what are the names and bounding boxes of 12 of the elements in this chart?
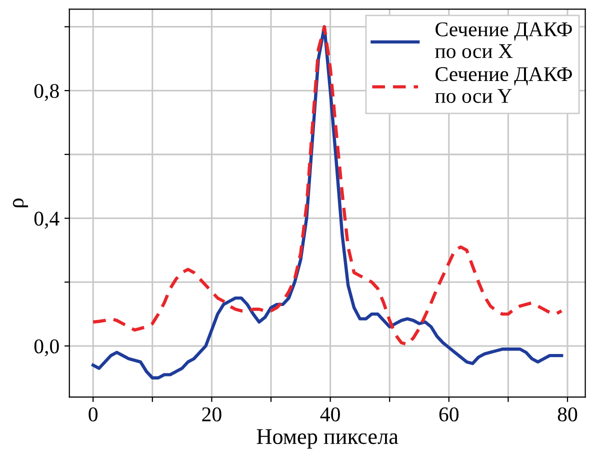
x-tick-label: 40: [320, 407, 340, 422]
x-tick-label: 20: [202, 407, 222, 422]
y-tick-label: 0,0: [34, 339, 59, 356]
legend-label: Сечение ДАКФ по оси Y: [435, 67, 572, 103]
x-tick-label: 60: [439, 407, 459, 422]
y-tick-label: 0,8: [34, 84, 59, 102]
y-axis-title: ρ: [12, 198, 28, 208]
x-tick-label: 80: [558, 407, 578, 422]
x-axis-title: Номер пиксела: [256, 429, 398, 449]
y-tick-label: 0,4: [34, 212, 60, 229]
x-tick-label: 0: [88, 407, 98, 422]
legend-label: Сечение ДАКФ по оси X: [435, 22, 572, 58]
